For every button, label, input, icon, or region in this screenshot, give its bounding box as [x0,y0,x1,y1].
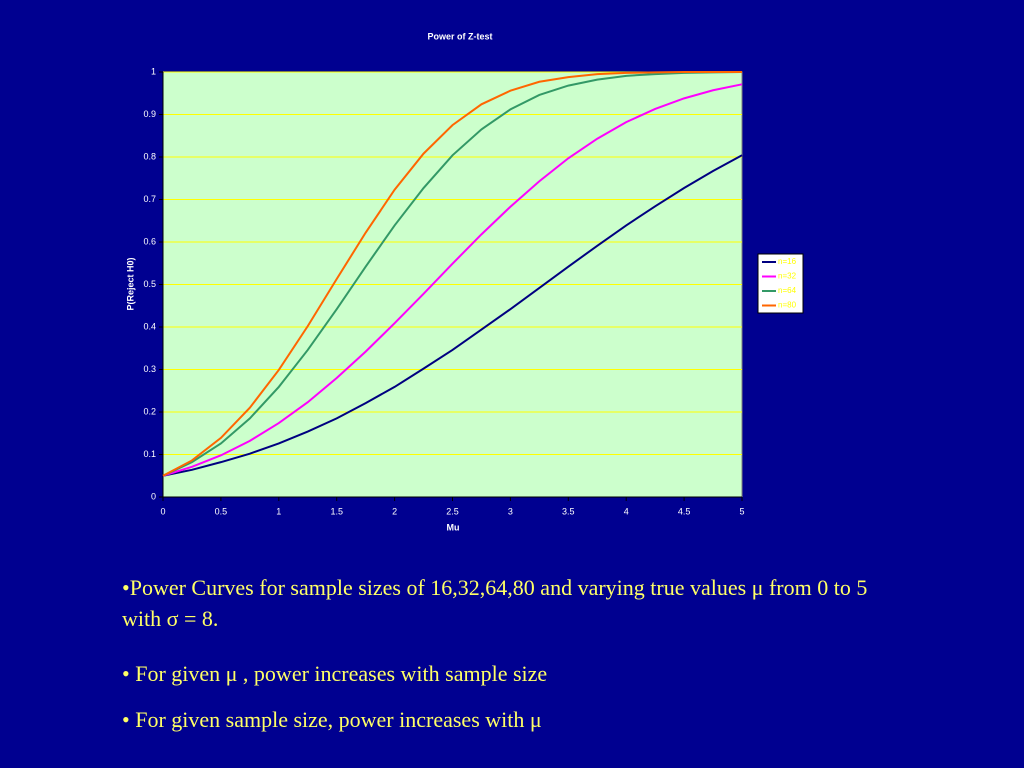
y-axis-label: P(Reject H0) [125,257,135,310]
y-tick-label: 0.8 [143,151,156,161]
bullet: • For given sample size, power increases… [122,707,542,732]
x-tick-label: 5 [739,506,744,516]
y-tick-label: 1 [151,66,156,76]
y-tick-label: 0.3 [143,364,156,374]
x-tick-label: 2.5 [446,506,459,516]
y-tick-label: 0.9 [143,109,156,119]
x-tick-label: 0 [160,506,165,516]
y-tick-label: 0.1 [143,449,156,459]
legend-label: n=32 [778,272,797,281]
y-tick-label: 0 [151,491,156,501]
x-tick-label: 4 [624,506,629,516]
x-tick-label: 3 [508,506,513,516]
series-line [162,71,743,477]
series-line [162,71,742,477]
legend-box [757,253,804,314]
y-tick-label: 0.5 [143,279,156,289]
legend-label: n=16 [778,257,797,266]
y-tick-label: 0.4 [143,321,156,331]
y-tick-label: 0.7 [143,194,156,204]
x-tick-label: 1.5 [330,506,343,516]
x-tick-label: 3.5 [562,506,575,516]
series-line [162,154,743,477]
chart-title: Power of Z-test [427,31,492,41]
legend-label: n=64 [778,286,797,295]
x-axis-label: Mu [447,522,460,532]
x-tick-label: 4.5 [678,506,691,516]
y-tick-label: 0.6 [143,236,156,246]
y-tick-label: 0.2 [143,406,156,416]
chart: Power of Z-test Mu P(Reject H0) 0 0.1 0.2 0… [125,31,804,532]
x-tick-label: 1 [276,506,281,516]
series-line [162,83,743,477]
x-tick-label: 2 [392,506,397,516]
bullet: • For given μ , power increases with sam… [122,661,548,686]
legend-label: n=80 [778,301,797,310]
bullet: •Power Curves for sample sizes of 16,32,… [122,575,868,631]
x-tick-label: 0.5 [215,506,228,516]
